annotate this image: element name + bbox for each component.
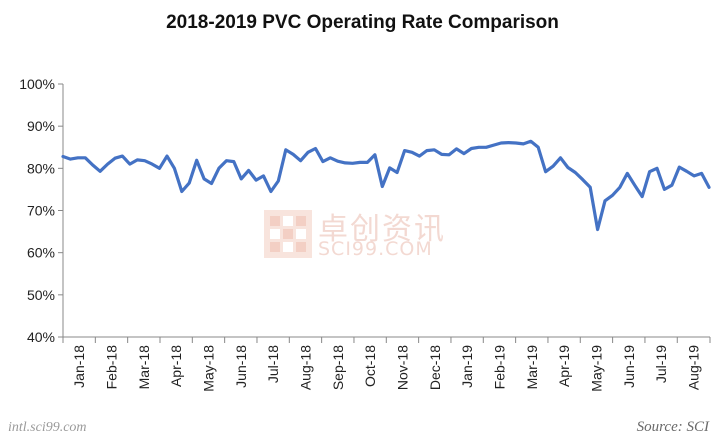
x-tick-label: Sep-18	[330, 345, 346, 390]
x-tick-label: Feb-18	[103, 345, 119, 390]
x-tick-label: Feb-19	[491, 345, 507, 390]
y-tick-label: 50%	[27, 287, 55, 303]
x-tick-label: Aug-19	[685, 345, 701, 390]
x-tick-label: Jun-18	[233, 345, 249, 388]
x-tick-label: May-18	[200, 345, 216, 392]
y-axis: 40% 50% 60% 70% 80% 90% 100%	[19, 76, 64, 345]
y-tick-label: 70%	[27, 203, 55, 219]
watermark-logo	[264, 210, 312, 258]
x-tick-label: Apr-18	[168, 345, 184, 387]
series-layer	[61, 139, 711, 232]
y-tick-label: 80%	[27, 160, 55, 176]
series-line	[61, 139, 711, 232]
watermark-text-cn: 卓创资讯	[318, 212, 446, 247]
x-axis: Jan-18 Feb-18 Mar-18 Apr-18 May-18 Jun-18 Jul-…	[62, 336, 711, 392]
x-tick-label: Jun-19	[621, 345, 637, 388]
x-tick-label: Dec-18	[427, 345, 443, 390]
y-tick-label: 40%	[27, 329, 55, 345]
x-tick-label: Aug-18	[297, 345, 313, 390]
x-tick-label: Jul-19	[653, 345, 669, 383]
x-tick-label: Jan-19	[459, 345, 475, 388]
x-tick-label: Jan-18	[71, 345, 87, 388]
watermark-text-en: SCI99.COM	[318, 238, 433, 260]
source-label: Source: SCI	[636, 419, 709, 435]
x-tick-label: Apr-19	[556, 345, 572, 387]
y-tick-label: 60%	[27, 245, 55, 261]
x-tick-label: Jul-18	[265, 345, 281, 383]
x-tick-label: Mar-18	[136, 345, 152, 390]
website-watermark: intl.sci99.com	[8, 420, 87, 435]
x-tick-label: May-19	[588, 345, 604, 392]
chart-title: 2018-2019 PVC Operating Rate Comparison	[166, 12, 559, 33]
x-tick-label: Nov-18	[394, 345, 410, 390]
y-tick-label: 90%	[27, 118, 55, 134]
x-tick-label: Mar-19	[524, 345, 540, 390]
y-tick-label: 100%	[19, 76, 55, 92]
x-tick-label: Oct-18	[362, 345, 378, 387]
